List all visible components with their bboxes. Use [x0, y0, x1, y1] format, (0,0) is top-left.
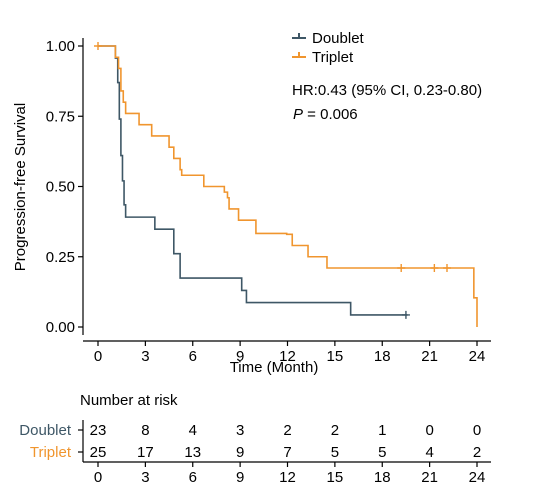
- p-value-number: = 0.006: [303, 106, 358, 123]
- risk-cell: 7: [283, 444, 291, 461]
- risk-cell: 2: [331, 422, 339, 439]
- km-plot: 0.00 0.25 0.50 0.75 1.00 0 3 6 9 12 15 18 21 24: [46, 38, 491, 365]
- risk-x-tick-label: 9: [236, 469, 244, 486]
- risk-x-tick-label: 15: [327, 469, 344, 486]
- x-tick-label: 12: [279, 348, 296, 365]
- risk-row-label-triplet: Triplet: [30, 444, 72, 461]
- risk-cell: 25: [90, 444, 107, 461]
- y-tick-label: 0.50: [46, 179, 75, 196]
- risk-cell: 2: [283, 422, 291, 439]
- y-axis: 0.00 0.25 0.50 0.75 1.00: [46, 38, 84, 336]
- risk-cell: 5: [331, 444, 339, 461]
- censor-mark-triplet: [397, 263, 406, 272]
- risk-cell: 3: [236, 422, 244, 439]
- censor-mark-triplet: [94, 42, 102, 50]
- x-tick-label: 6: [189, 348, 197, 365]
- risk-cell: 23: [90, 422, 107, 439]
- legend-label-doublet: Doublet: [312, 30, 365, 47]
- risk-cell: 4: [189, 422, 197, 439]
- x-tick-label: 3: [141, 348, 149, 365]
- series-line-doublet: [98, 45, 408, 316]
- legend-label-triplet: Triplet: [312, 49, 354, 66]
- risk-table-title: Number at risk: [80, 392, 178, 409]
- risk-cell: 8: [141, 422, 149, 439]
- risk-x-tick-label: 18: [374, 469, 391, 486]
- censor-mark-triplet: [430, 263, 439, 272]
- risk-cell: 5: [378, 444, 386, 461]
- risk-cell: 0: [473, 422, 481, 439]
- y-tick-label: 0.75: [46, 108, 75, 125]
- risk-cell: 4: [425, 444, 433, 461]
- y-tick-label: 0.25: [46, 249, 75, 266]
- series-line-triplet: [98, 45, 478, 327]
- x-tick-label: 9: [236, 348, 244, 365]
- risk-x-tick-label: 24: [469, 469, 486, 486]
- survival-curves: [94, 42, 478, 327]
- risk-x-tick-label: 3: [141, 469, 149, 486]
- risk-cell: 2: [473, 444, 481, 461]
- risk-cell: 17: [137, 444, 154, 461]
- x-tick-label: 21: [421, 348, 438, 365]
- x-tick-label: 24: [469, 348, 486, 365]
- hazard-ratio-text: HR:0.43 (95% CI, 0.23-0.80): [292, 82, 482, 99]
- x-tick-label: 18: [374, 348, 391, 365]
- legend: Doublet Triplet: [292, 30, 365, 66]
- risk-x-tick-label: 21: [421, 469, 438, 486]
- censor-mark-triplet: [442, 263, 451, 272]
- y-tick-label: 0.00: [46, 319, 75, 336]
- p-value-label: P: [293, 106, 303, 123]
- risk-cell: 0: [425, 422, 433, 439]
- risk-row-label-doublet: Doublet: [19, 422, 72, 439]
- x-axis-label: Time (Month): [230, 359, 319, 376]
- risk-x-tick-label: 6: [189, 469, 197, 486]
- y-tick-label: 1.00: [46, 38, 75, 55]
- risk-cell: 1: [378, 422, 386, 439]
- x-axis: 0 3 6 9 12 15 18 21 24: [83, 340, 491, 365]
- x-tick-label: 15: [327, 348, 344, 365]
- censor-mark-doublet: [401, 310, 410, 319]
- risk-x-tick-label: 12: [279, 469, 296, 486]
- risk-x-tick-label: 0: [94, 469, 102, 486]
- y-axis-label: Progression-free Survival: [12, 103, 29, 271]
- risk-cell: 9: [236, 444, 244, 461]
- x-tick-label: 0: [94, 348, 102, 365]
- risk-cell: 13: [184, 444, 201, 461]
- p-value-text: P = 0.006: [293, 106, 358, 123]
